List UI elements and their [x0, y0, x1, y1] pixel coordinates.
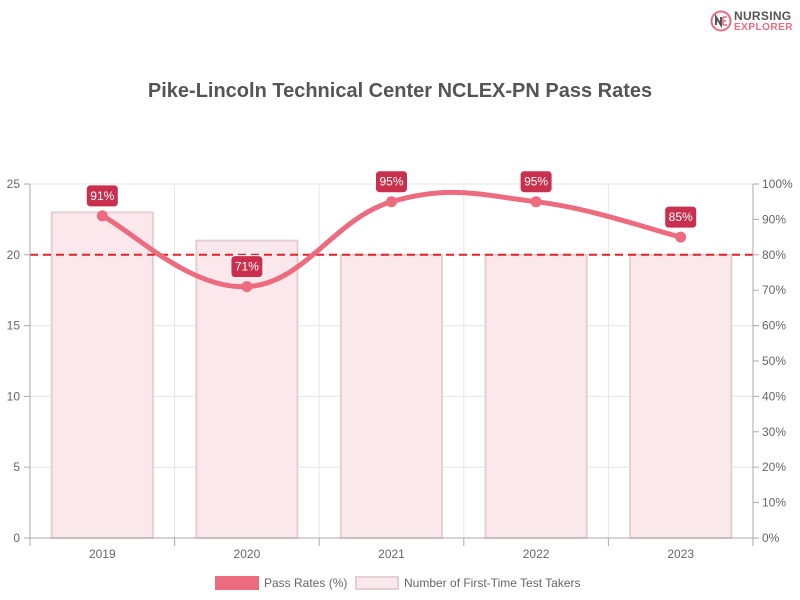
y-right-tick-label: 30% — [762, 425, 786, 439]
brand-logo: NURSING EXPLORER — [710, 8, 794, 36]
y-right-tick-label: 100% — [762, 177, 793, 191]
bar-test-takers — [629, 253, 733, 540]
x-tick-label: 2019 — [89, 547, 116, 561]
y-right-tick-label: 80% — [762, 248, 786, 262]
y-right-tick-label: 20% — [762, 460, 786, 474]
data-label-box — [664, 205, 698, 229]
y-right-tick-label: 0% — [762, 531, 780, 545]
data-label-pass-rate: 95% — [524, 175, 548, 189]
chart-legend: Pass Rates (%) Number of First-Time Test… — [0, 575, 800, 593]
axis-layer: 0 5 10 15 20 25 0% 10% 20% 30% 40% 50% 60% 70% 80% 90% 1… — [7, 177, 793, 561]
data-label-box — [375, 170, 408, 194]
chart-title: Pike-Lincoln Technical Center NCLEX-PN P… — [147, 80, 653, 102]
legend-swatch-pass-rates — [215, 576, 259, 590]
data-label-box — [85, 184, 119, 208]
y-right-tick-label: 10% — [762, 496, 786, 510]
pass-rate-point — [386, 196, 397, 208]
pass-rate-point — [241, 281, 253, 293]
data-label-box — [230, 255, 264, 279]
x-tick-label: 2023 — [667, 547, 694, 561]
data-label-pass-rate: 91% — [90, 189, 114, 203]
nursing-explorer-logo-icon — [710, 10, 732, 32]
bar-test-takers — [484, 253, 588, 540]
y-left-tick-label: 15 — [7, 319, 21, 333]
brand-name-line1: NURSING — [734, 9, 792, 23]
y-right-tick-label: 40% — [762, 389, 786, 403]
legend-swatch-test-takers — [355, 576, 399, 590]
y-left-tick-label: 10 — [7, 389, 21, 403]
bar-layer — [50, 211, 733, 540]
pass-rate-point — [675, 231, 687, 243]
y-right-tick-label: 70% — [762, 283, 786, 297]
y-right-tick-label: 90% — [762, 212, 786, 226]
y-right-tick-label: 50% — [762, 354, 786, 368]
pass-rate-point — [96, 210, 108, 222]
data-label-layer: 91% 71% 95% 95% 85% — [85, 170, 698, 279]
y-left-tick-label: 0 — [13, 531, 20, 545]
y-left-tick-label: 25 — [7, 177, 21, 191]
y-left-tick-label: 20 — [7, 248, 21, 262]
data-label-pass-rate: 85% — [669, 210, 693, 224]
line-layer — [96, 189, 687, 293]
x-tick-label: 2021 — [378, 547, 405, 561]
x-tick-label: 2022 — [523, 547, 550, 561]
pass-rate-point — [530, 196, 542, 208]
x-tick-label: 2020 — [234, 547, 261, 561]
y-right-tick-label: 60% — [762, 319, 786, 333]
data-label-pass-rate: 71% — [235, 260, 259, 274]
bar-test-takers — [339, 253, 444, 540]
legend-label-test-takers: Number of First-Time Test Takers — [404, 576, 581, 590]
bar-test-takers — [50, 211, 154, 539]
data-label-box — [519, 170, 553, 194]
brand-name-line2: EXPLORER — [734, 22, 794, 33]
legend-label-pass-rates: Pass Rates (%) — [264, 576, 348, 590]
y-left-tick-label: 5 — [13, 460, 20, 474]
data-label-pass-rate: 95% — [379, 175, 403, 189]
